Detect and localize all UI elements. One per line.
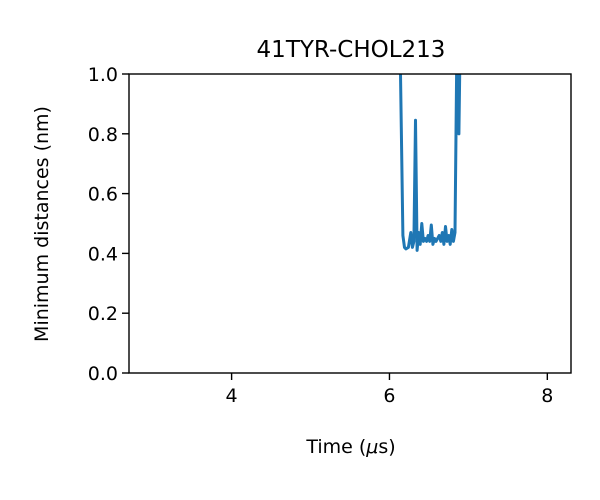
plot-frame: [128, 73, 572, 374]
x-tick-label: 6: [383, 385, 395, 407]
plot-area: [399, 74, 462, 252]
y-tick-label: 0.4: [88, 243, 118, 265]
y-tick-label: 0.6: [88, 184, 118, 206]
x-axis-label: Time (μs): [305, 436, 395, 458]
x-axis-label-suffix: s): [378, 436, 395, 458]
y-tick-label: 0.2: [88, 303, 118, 325]
x-axis: 4 6 8: [226, 373, 553, 407]
series-line: [399, 74, 462, 252]
chart-title: 41TYR-CHOL213: [257, 37, 446, 63]
x-axis-label-prefix: Time (: [305, 436, 366, 458]
x-tick-label: 8: [541, 385, 553, 407]
y-tick-label: 0.8: [88, 124, 118, 146]
x-tick-label: 4: [226, 385, 238, 407]
y-tick-label: 1.0: [88, 64, 118, 86]
y-axis: 0.0 0.2 0.4 0.6 0.8 1.0: [88, 64, 129, 385]
x-axis-label-mu: μ: [365, 436, 378, 458]
y-tick-label: 0.0: [88, 363, 118, 385]
y-axis-label: Minimum distances (nm): [31, 106, 53, 342]
